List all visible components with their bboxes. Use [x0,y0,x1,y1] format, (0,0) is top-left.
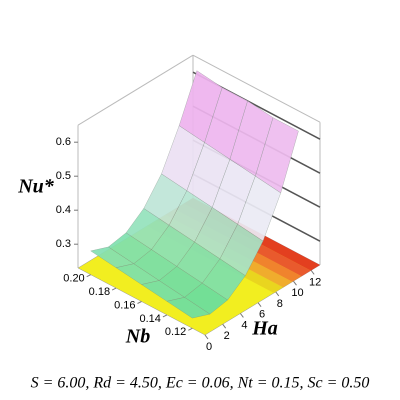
y-tick [222,323,227,329]
x-tick [86,274,91,278]
x-axis-label: Nb [125,326,150,348]
y-tick [204,334,209,340]
z-tick-label: 0.6 [56,136,71,148]
y-tick-label: 2 [224,330,230,342]
y-tick-label: 10 [291,287,303,299]
y-axis-label: Ha [251,318,278,340]
y-tick [275,291,280,297]
box-edge [77,54,194,126]
x-tick [162,314,168,318]
y-tick-label: 12 [309,276,321,288]
y-tick-label: 8 [277,298,283,310]
x-tick-label: 0.20 [63,273,84,285]
z-tick-label: 0.5 [56,170,71,182]
z-axis-label: Nu* [17,176,55,198]
y-tick [310,270,315,275]
caption: S = 6.00, Rd = 4.50, Ec = 0.06, Nt = 0.1… [31,375,370,392]
x-tick [137,301,142,304]
y-tick-label: 4 [241,319,247,331]
surface [90,70,299,319]
x-tick [111,287,117,291]
x-tick-label: 0.18 [89,286,110,298]
z-tick-label: 0.4 [56,204,71,216]
x-tick-label: 0.14 [139,313,160,325]
x-tick-label: 0.16 [114,299,135,311]
y-tick-label: 0 [206,341,212,353]
y-tick [293,280,297,286]
box-edge [192,54,321,123]
x-tick [188,327,193,331]
y-tick-label: 6 [259,309,265,321]
x-tick-label: 0.12 [165,326,186,338]
surface-patch [255,117,299,194]
z-tick-label: 0.3 [56,238,71,250]
y-tick [239,313,244,318]
y-tick [257,302,262,307]
